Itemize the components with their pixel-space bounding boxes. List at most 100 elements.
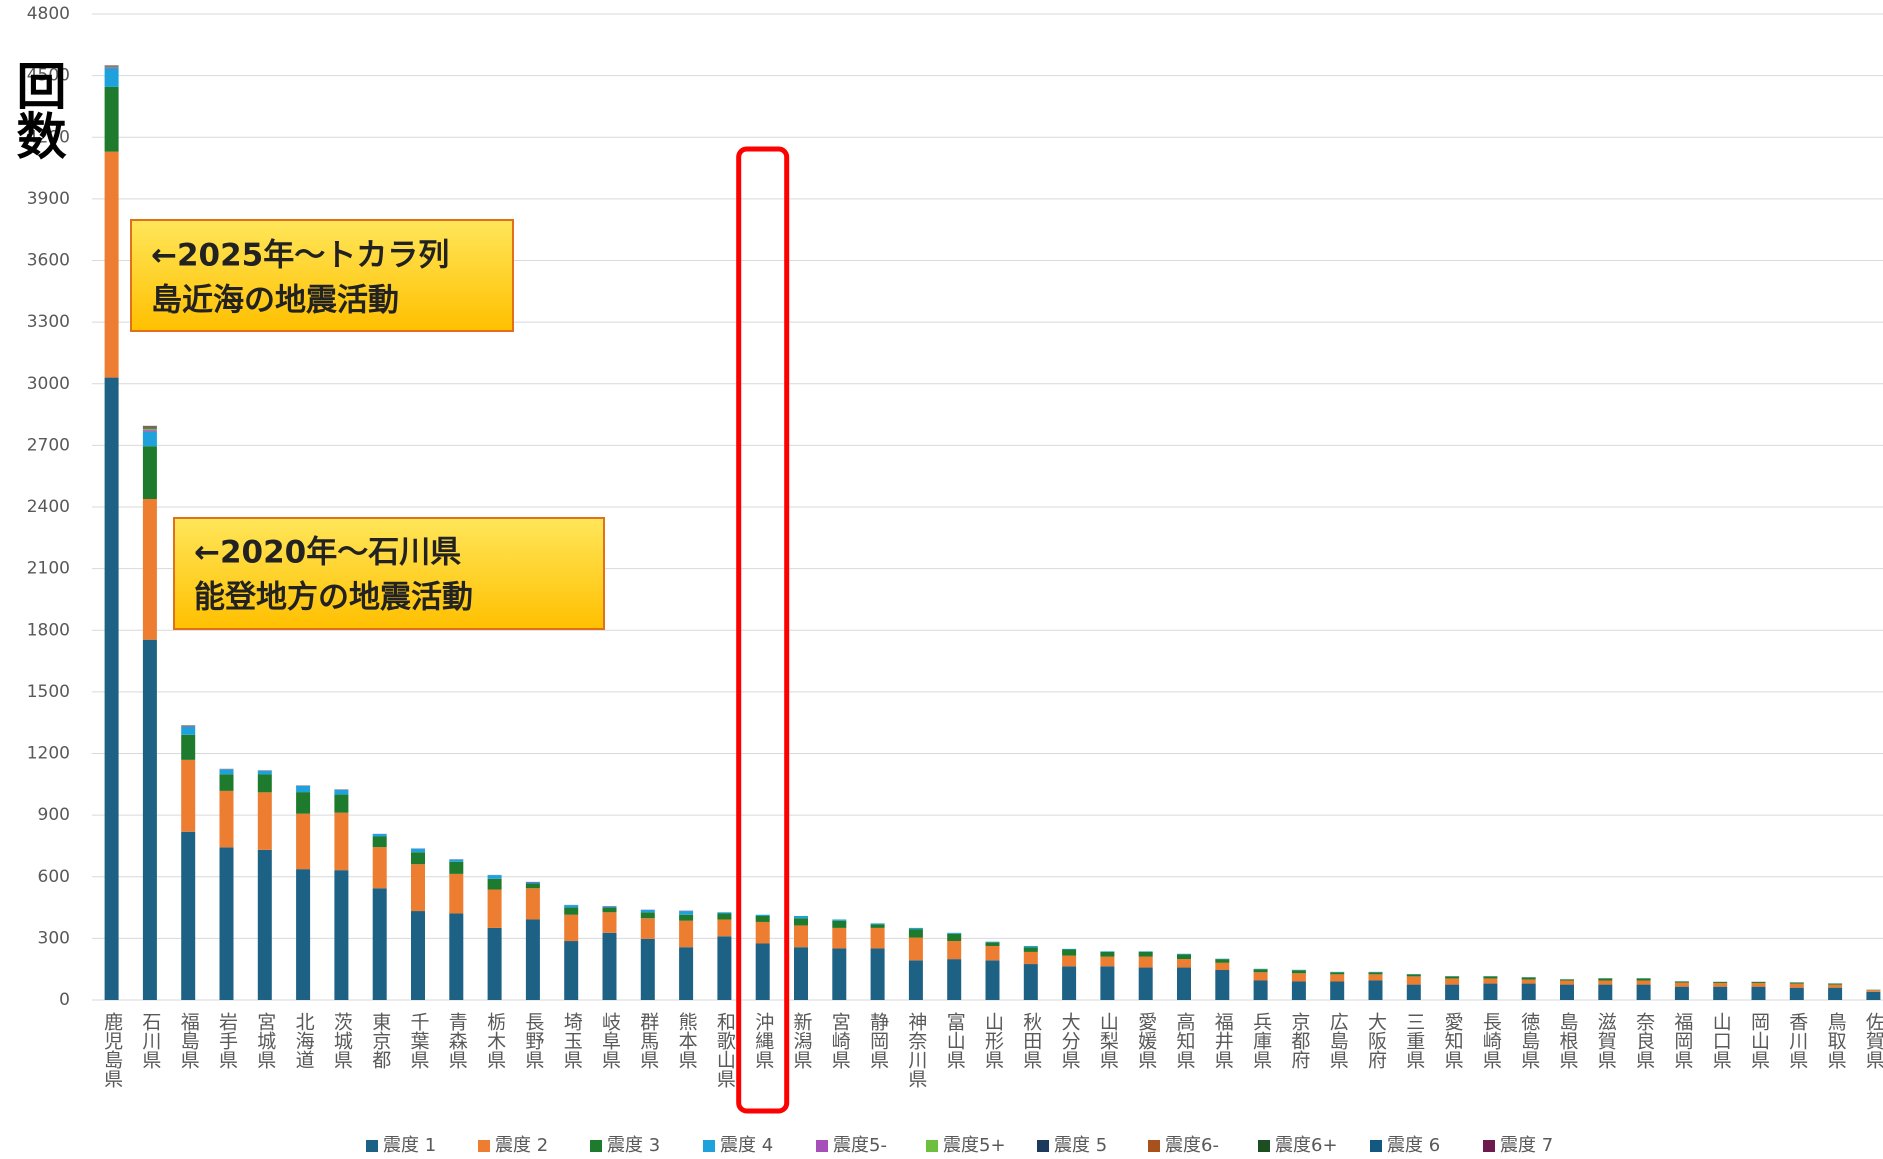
x-tick-label: 熊本県 — [676, 1012, 698, 1069]
bar-segment — [142, 639, 157, 1000]
legend-swatch — [366, 1140, 378, 1152]
legend-label: 震度 6 — [1387, 1135, 1440, 1156]
bar-segment — [947, 932, 962, 934]
bar-segment — [1023, 945, 1038, 948]
legend-label: 震度 2 — [495, 1135, 548, 1156]
bar-segment — [1674, 982, 1689, 987]
bar-segment — [1560, 979, 1574, 981]
bar-segment — [1828, 983, 1843, 985]
bar-segment — [1062, 966, 1077, 1000]
bar-segment — [142, 431, 157, 447]
x-tick-label: 宮城県 — [254, 1012, 276, 1069]
y-tick-label: 600 — [38, 867, 70, 887]
y-tick-label: 3900 — [27, 189, 70, 209]
bar-segment — [1062, 955, 1077, 967]
bar-segment — [602, 907, 617, 913]
bar-segment — [1100, 951, 1115, 952]
bar-segment — [257, 849, 272, 1000]
bar-segment — [1598, 980, 1613, 985]
bar-segment — [1215, 959, 1230, 963]
annotation-text: ←2020年～石川県 — [194, 535, 461, 571]
bar-segment — [449, 873, 464, 914]
bar-segment — [104, 377, 119, 1000]
legend-swatch — [1370, 1140, 1382, 1152]
x-tick-label: 岡山県 — [1748, 1012, 1770, 1069]
bar-segment — [1138, 956, 1153, 968]
bar-segment — [487, 889, 502, 928]
bar-segment — [411, 852, 425, 865]
bar-segment — [1406, 984, 1421, 1000]
bar-segment — [104, 67, 119, 69]
bar-segment — [1521, 979, 1536, 984]
bar-segment — [1138, 951, 1153, 952]
bar-segment — [602, 932, 617, 1000]
bar-segment — [1598, 978, 1613, 981]
bar-segment — [1291, 973, 1306, 982]
legend-swatch — [1258, 1140, 1270, 1152]
y-tick-label: 2700 — [27, 435, 70, 455]
y-axis-label: 回数 — [9, 60, 67, 160]
bar-segment — [1751, 982, 1766, 987]
legend-swatch — [590, 1140, 602, 1152]
bar-segment — [947, 933, 962, 942]
bar-segment — [296, 792, 311, 814]
x-tick-label: 奈良県 — [1633, 1012, 1655, 1069]
bar-segment — [602, 906, 617, 908]
legend-label: 震度 4 — [720, 1135, 773, 1156]
x-tick-label: 静岡県 — [867, 1012, 889, 1069]
bar-segment — [1138, 967, 1153, 1000]
x-tick-label: 新潟県 — [791, 1012, 813, 1069]
x-tick-label: 広島県 — [1327, 1012, 1349, 1069]
bar-segment — [1215, 962, 1230, 971]
bar-segment — [1406, 974, 1421, 977]
bar-segment — [1368, 980, 1383, 1000]
bar-segment — [1713, 986, 1728, 1000]
x-tick-label: 山口県 — [1710, 1012, 1732, 1069]
bar-segment — [1828, 987, 1843, 1000]
bar-segment — [908, 960, 923, 1000]
x-tick-label: 石川県 — [139, 1012, 161, 1069]
bar-segment — [1521, 977, 1536, 980]
bar-segment — [1789, 987, 1804, 1000]
x-tick-label: 長野県 — [522, 1012, 544, 1069]
bar-segment — [142, 428, 157, 431]
bar-segment — [1636, 978, 1651, 981]
legend-label: 震度6- — [1165, 1135, 1219, 1156]
bar-segment — [870, 923, 885, 925]
legend-swatch — [926, 1140, 938, 1152]
bar-segment — [411, 911, 425, 1000]
bar-segment — [525, 881, 540, 883]
bar-segment — [1330, 981, 1345, 1000]
bar-segment — [1713, 982, 1728, 987]
x-tick-label: 東京都 — [369, 1012, 391, 1069]
bar-segment — [985, 941, 1000, 943]
bar-segment — [870, 927, 885, 949]
bar-segment — [1291, 981, 1306, 1000]
bar-segment — [219, 847, 234, 1000]
bar-segment — [947, 941, 962, 960]
x-tick-label: 千葉県 — [408, 1012, 430, 1069]
bar-segment — [1445, 976, 1460, 979]
bar-segment — [908, 927, 923, 930]
bar-segment — [296, 813, 311, 870]
bar-segment — [985, 960, 1000, 1000]
bar-segment — [794, 918, 808, 926]
bar-segment — [1598, 984, 1613, 1000]
x-tick-label: 佐賀県 — [1863, 1012, 1883, 1069]
y-tick-label: 1500 — [27, 682, 70, 702]
x-tick-label: 香川県 — [1786, 1012, 1808, 1069]
bar-segment — [525, 919, 540, 1000]
bar-segment — [1100, 966, 1115, 1000]
bar-segment — [372, 847, 387, 889]
bar-segment — [1177, 953, 1191, 955]
bar-segment — [1636, 984, 1651, 1000]
bar-segment — [794, 947, 808, 1000]
bar-segment — [142, 430, 157, 432]
bar-segment — [372, 888, 387, 1000]
bar-segment — [1368, 974, 1383, 981]
y-tick-label: 4500 — [27, 66, 70, 86]
bar-segment — [1100, 951, 1115, 957]
bar-segment — [219, 769, 234, 775]
legend-swatch — [1148, 1140, 1160, 1152]
bar-segment — [1483, 978, 1498, 984]
